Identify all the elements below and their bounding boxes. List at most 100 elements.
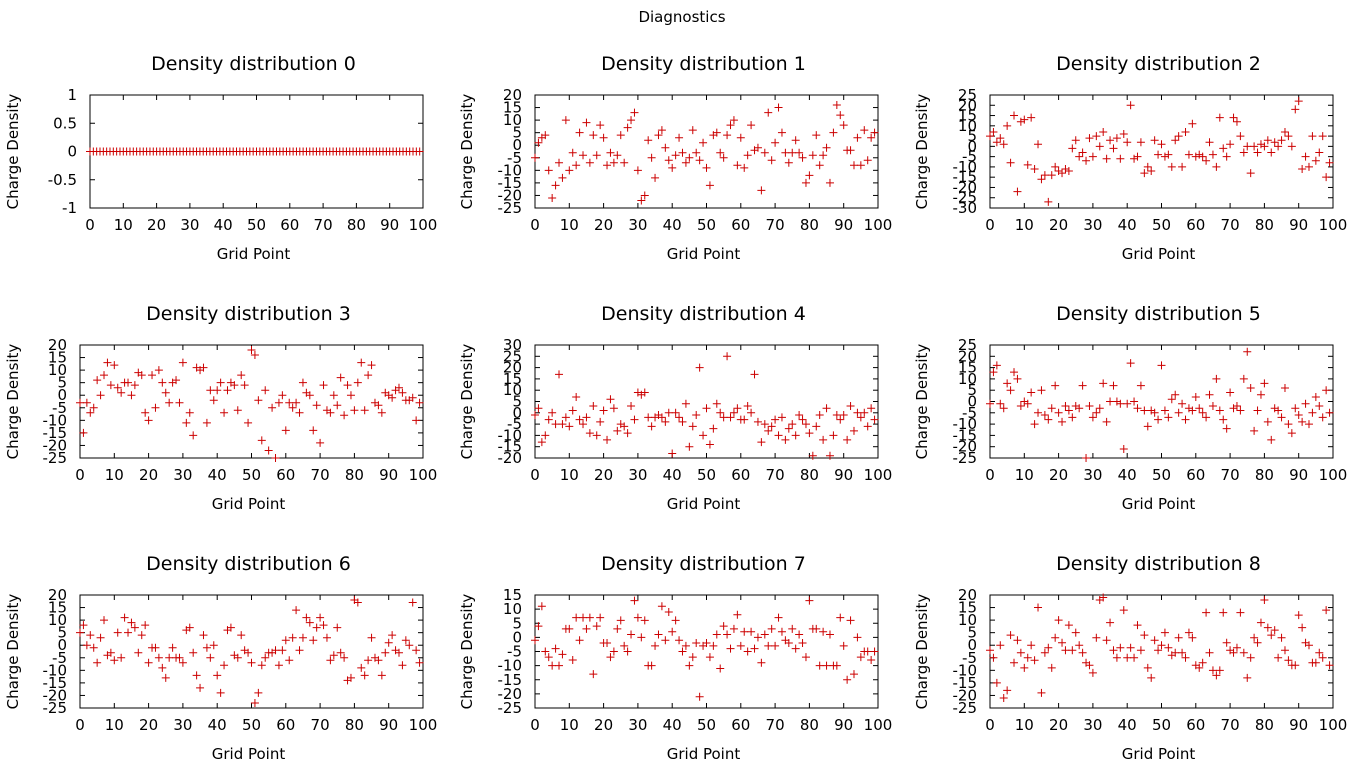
x-tick-label: 40 <box>1118 216 1137 234</box>
data-point <box>644 136 653 145</box>
x-tick-label: 40 <box>214 216 233 234</box>
data-point <box>213 671 222 680</box>
y-tick-label: -10 <box>498 657 523 675</box>
y-tick-label: -15 <box>498 438 523 456</box>
data-point <box>1130 653 1139 662</box>
data-point <box>743 402 752 411</box>
data-point <box>627 402 636 411</box>
y-tick-label: -20 <box>953 438 978 456</box>
data-series <box>76 346 424 462</box>
data-point <box>651 173 660 182</box>
data-point <box>640 616 649 625</box>
data-point <box>1109 144 1118 153</box>
data-point <box>285 398 294 407</box>
data-point <box>750 644 759 653</box>
data-point <box>788 420 797 429</box>
y-tick-label: 10 <box>503 381 522 399</box>
data-point <box>551 181 560 190</box>
x-tick-label: 50 <box>247 216 266 234</box>
data-point <box>815 161 824 170</box>
data-point <box>788 624 797 633</box>
data-point <box>1171 648 1180 657</box>
data-series <box>531 352 879 460</box>
data-point <box>812 624 821 633</box>
data-point <box>250 351 259 360</box>
data-point <box>158 663 167 672</box>
x-axis-label: Grid Point <box>667 745 741 763</box>
data-point <box>661 636 670 645</box>
data-point <box>89 643 98 652</box>
x-tick-label: 90 <box>1289 216 1308 234</box>
data-point <box>137 371 146 380</box>
data-point <box>832 411 841 420</box>
data-point <box>178 658 187 667</box>
x-tick-label: 10 <box>1015 716 1034 734</box>
y-tick-label: -25 <box>43 699 68 717</box>
data-point <box>1208 666 1217 675</box>
data-point <box>668 627 677 636</box>
data-point <box>863 647 872 656</box>
data-point <box>1034 140 1043 149</box>
data-point <box>692 148 701 157</box>
data-point <box>795 411 804 420</box>
data-point <box>1284 132 1293 141</box>
data-point <box>1256 618 1265 627</box>
y-tick-label: 0 <box>967 137 977 155</box>
data-point <box>1284 656 1293 665</box>
data-point <box>1212 162 1221 171</box>
y-tick-label: -15 <box>953 426 978 444</box>
data-point <box>381 648 390 657</box>
data-point <box>774 431 783 440</box>
data-point <box>353 378 362 387</box>
y-tick-label: -1 <box>62 199 77 217</box>
data-point <box>541 431 550 440</box>
x-tick-label: 80 <box>800 716 819 734</box>
data-point <box>257 436 266 445</box>
data-point <box>671 408 680 417</box>
x-tick-label: 10 <box>560 216 579 234</box>
data-point <box>1075 641 1084 650</box>
data-point <box>808 451 817 460</box>
data-point <box>736 133 745 142</box>
x-tick-label: 40 <box>208 466 227 484</box>
data-point <box>870 128 879 137</box>
data-point <box>791 136 800 145</box>
data-point <box>777 627 786 636</box>
data-series <box>531 596 879 701</box>
data-point <box>585 158 594 167</box>
data-point <box>760 630 769 639</box>
x-tick-label: 90 <box>834 716 853 734</box>
data-point <box>86 408 95 417</box>
y-tick-label: -15 <box>43 674 68 692</box>
data-point <box>716 664 725 673</box>
data-point <box>664 156 673 165</box>
data-point <box>1078 381 1087 390</box>
data-point <box>599 133 608 142</box>
data-point <box>1191 152 1200 161</box>
data-point <box>189 431 198 440</box>
data-point <box>534 404 543 413</box>
data-point <box>1174 633 1183 642</box>
y-tick-label: 25 <box>958 336 977 354</box>
data-point <box>733 610 742 619</box>
data-point <box>1133 404 1142 413</box>
data-point <box>575 128 584 137</box>
plot-frame <box>534 594 879 709</box>
data-point <box>1016 117 1025 126</box>
data-point <box>609 647 618 656</box>
data-point <box>548 661 557 670</box>
data-point <box>1304 420 1313 429</box>
data-point <box>1088 668 1097 677</box>
data-point <box>1270 626 1279 635</box>
data-point <box>1301 152 1310 161</box>
x-tick-label: 70 <box>311 716 330 734</box>
chart-panel-8: Density distribution 80 10 20 30 40 50 60 70 80 9… <box>913 553 1347 763</box>
data-point <box>839 411 848 420</box>
data-point <box>1167 395 1176 404</box>
chart-title: Density distribution 1 <box>601 53 806 75</box>
data-point <box>1061 164 1070 173</box>
data-point <box>1061 402 1070 411</box>
y-tick-label: -15 <box>498 174 523 192</box>
data-point <box>582 413 591 422</box>
data-point <box>767 422 776 431</box>
